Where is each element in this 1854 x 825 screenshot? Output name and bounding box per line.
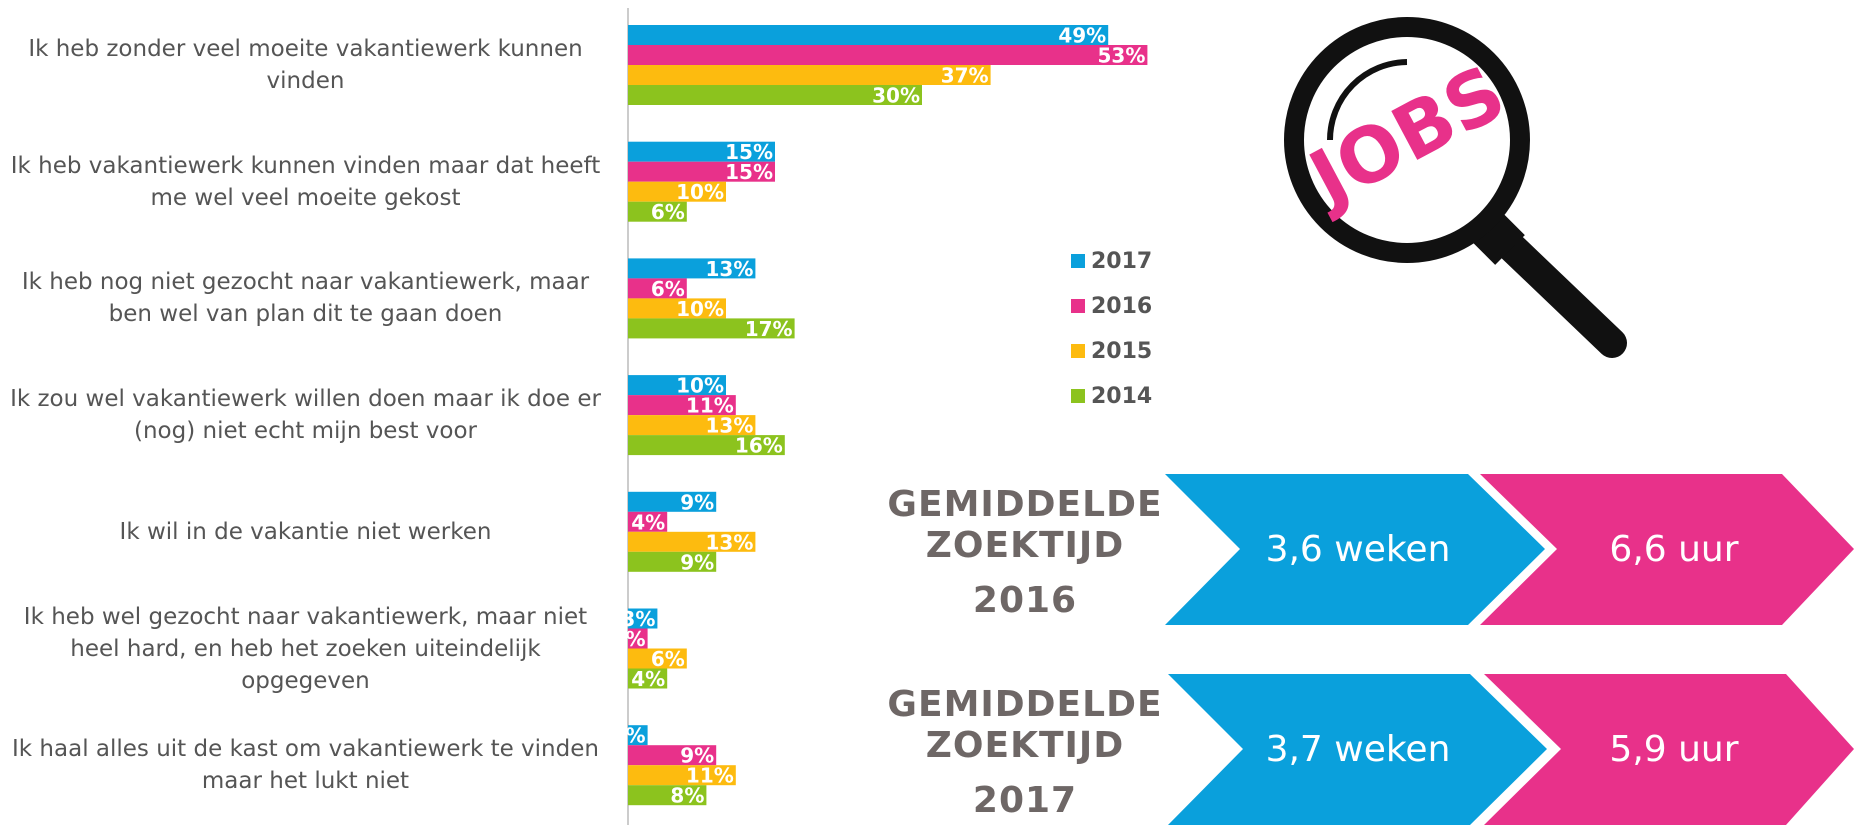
bar-label: 37% (941, 64, 989, 88)
panel-weeks: 3,6 weken (1266, 529, 1451, 570)
bar (628, 531, 756, 552)
legend-label: 2017 (1091, 249, 1152, 274)
bar (628, 745, 717, 766)
legend-swatch (1071, 299, 1085, 313)
bar-label: 3% (621, 607, 655, 631)
bar-label: 4% (631, 510, 665, 534)
bar-label: 13% (706, 530, 754, 554)
bar-label: 10% (676, 180, 724, 204)
legend-label: 2016 (1091, 294, 1152, 319)
bar-label: 9% (680, 744, 714, 768)
panel-year: 2016 (973, 580, 1077, 621)
legend-label: 2015 (1091, 339, 1152, 364)
bar-label: 9% (680, 490, 714, 514)
panel-year: 2017 (973, 780, 1077, 821)
panel-hours: 6,6 uur (1609, 529, 1738, 570)
bar-label: 15% (725, 160, 773, 184)
bar (628, 725, 648, 746)
bar-label: 53% (1098, 44, 1146, 68)
bar (628, 318, 795, 339)
bar-label: 6% (651, 277, 685, 301)
category-label: Ik zou wel vakantiewerk willen doen maar… (10, 386, 601, 445)
bar (628, 628, 648, 649)
category-label: Ik heb nog niet gezocht naar vakantiewer… (21, 269, 590, 328)
panel-title: ZOEKTIJD (926, 525, 1124, 566)
legend-swatch (1071, 344, 1085, 358)
bar (628, 298, 726, 319)
panel-hours: 5,9 uur (1609, 729, 1738, 770)
category-label: Ik heb wel gezocht naar vakantiewerk, ma… (23, 603, 588, 694)
legend-label: 2014 (1091, 384, 1152, 409)
bar (628, 551, 717, 572)
bar-label: 49% (1058, 24, 1106, 48)
bar (628, 141, 775, 162)
bar (628, 608, 658, 629)
bar (628, 25, 1109, 45)
bar (628, 181, 726, 202)
bar (628, 415, 756, 436)
bar (628, 161, 775, 182)
bar-label: 10% (676, 374, 724, 398)
bar-label: 8% (670, 784, 704, 808)
legend-swatch (1071, 389, 1085, 403)
category-label: Ik heb zonder veel moeite vakantiewerk k… (28, 36, 583, 94)
bar (628, 45, 1148, 65)
panel-title: ZOEKTIJD (926, 725, 1124, 766)
category-label: Ik haal alles uit de kast om vakantiewer… (12, 736, 599, 795)
bar (628, 375, 726, 396)
bar-label: 15% (725, 140, 773, 164)
bar (628, 201, 687, 222)
bar (628, 511, 668, 532)
panel-title: GEMIDDELDE (887, 484, 1162, 525)
bar (628, 85, 922, 105)
bar-label: 4% (631, 667, 665, 691)
panel-weeks: 3,7 weken (1266, 729, 1451, 770)
bar-label: 11% (686, 764, 734, 788)
panel-title: GEMIDDELDE (887, 684, 1162, 725)
bar-label: 6% (651, 200, 685, 224)
category-label: Ik wil in de vakantie niet werken (119, 518, 492, 545)
bar-label: 30% (872, 84, 920, 108)
bar-label: 13% (706, 414, 754, 438)
bar (628, 668, 668, 689)
bar (628, 648, 687, 669)
magnifier-icon: JOBS (1284, 17, 1627, 358)
bar-label: 10% (676, 297, 724, 321)
bar (628, 65, 991, 85)
bar (628, 765, 736, 786)
bar-label: 17% (745, 317, 793, 341)
panel-shapes (1165, 474, 1854, 825)
bar-label: 9% (680, 550, 714, 574)
bar (628, 278, 687, 299)
bar (628, 435, 785, 456)
bar-label: 2% (612, 627, 646, 651)
bar-label: 2% (612, 724, 646, 748)
bar (628, 395, 736, 416)
bar-label: 16% (735, 434, 783, 458)
bar-label: 11% (686, 394, 734, 418)
bar-label: 6% (651, 647, 685, 671)
bar-label: 13% (706, 257, 754, 281)
category-label: Ik heb vakantiewerk kunnen vinden maar d… (10, 152, 601, 211)
legend-swatch (1071, 254, 1085, 268)
bar (628, 258, 756, 279)
bar (628, 491, 717, 512)
bar (628, 785, 707, 806)
